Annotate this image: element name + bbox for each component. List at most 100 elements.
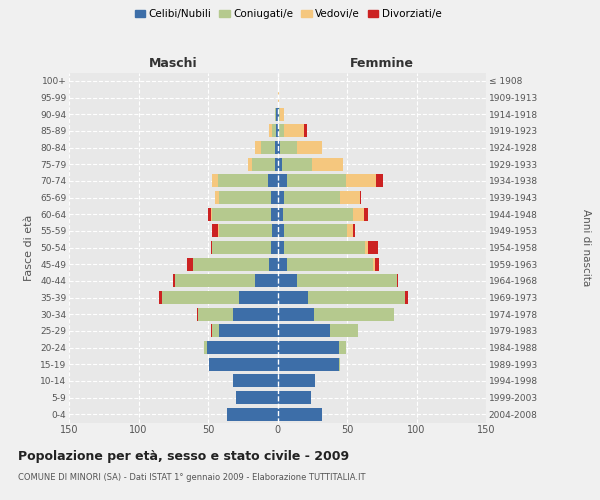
Bar xyxy=(277,374,315,388)
Bar xyxy=(277,308,314,320)
Text: COMUNE DI MINORI (SA) - Dati ISTAT 1° gennaio 2009 - Elaborazione TUTTITALIA.IT: COMUNE DI MINORI (SA) - Dati ISTAT 1° ge… xyxy=(18,472,365,482)
Bar xyxy=(277,208,283,220)
Bar xyxy=(304,124,307,138)
Bar xyxy=(239,291,277,304)
Bar xyxy=(312,158,343,170)
Bar xyxy=(397,274,398,287)
Bar xyxy=(277,358,338,370)
Bar xyxy=(375,258,379,270)
Bar xyxy=(212,208,271,220)
Bar xyxy=(340,191,359,204)
Bar xyxy=(279,108,280,120)
Bar xyxy=(353,224,355,237)
Bar xyxy=(287,258,373,270)
Legend: Celibi/Nubili, Coniugati/e, Vedovi/e, Divorziati/e: Celibi/Nubili, Coniugati/e, Vedovi/e, Di… xyxy=(131,5,445,24)
Bar xyxy=(276,124,277,138)
Bar xyxy=(277,224,284,237)
Bar xyxy=(277,241,284,254)
Bar xyxy=(219,224,272,237)
Bar xyxy=(365,241,368,254)
Bar xyxy=(268,174,277,188)
Bar xyxy=(280,141,297,154)
Bar xyxy=(204,341,206,354)
Bar xyxy=(193,258,269,270)
Bar xyxy=(283,208,353,220)
Text: Femmine: Femmine xyxy=(350,57,414,70)
Bar xyxy=(269,124,272,138)
Bar xyxy=(277,174,287,188)
Bar xyxy=(253,158,275,170)
Bar xyxy=(297,274,397,287)
Bar xyxy=(368,241,377,254)
Bar xyxy=(364,208,368,220)
Bar xyxy=(255,141,261,154)
Bar xyxy=(277,141,280,154)
Bar xyxy=(308,291,406,304)
Bar xyxy=(187,258,193,270)
Bar xyxy=(272,224,277,237)
Bar xyxy=(198,308,233,320)
Bar xyxy=(236,391,277,404)
Bar xyxy=(162,291,239,304)
Bar xyxy=(275,141,277,154)
Bar xyxy=(219,191,271,204)
Text: Popolazione per età, sesso e stato civile - 2009: Popolazione per età, sesso e stato civil… xyxy=(18,450,349,463)
Bar xyxy=(277,341,338,354)
Bar xyxy=(209,358,277,370)
Bar xyxy=(212,174,218,188)
Bar xyxy=(280,108,284,120)
Bar xyxy=(271,208,277,220)
Bar xyxy=(331,324,358,338)
Bar xyxy=(248,158,253,170)
Bar xyxy=(277,391,311,404)
Bar xyxy=(314,308,394,320)
Bar xyxy=(338,358,340,370)
Bar xyxy=(297,141,322,154)
Bar xyxy=(279,124,284,138)
Bar xyxy=(215,191,219,204)
Bar xyxy=(218,174,268,188)
Bar xyxy=(277,124,279,138)
Bar xyxy=(211,241,212,254)
Bar xyxy=(277,108,279,120)
Bar xyxy=(359,191,361,204)
Bar xyxy=(406,291,408,304)
Bar xyxy=(212,241,271,254)
Bar xyxy=(281,158,312,170)
Bar xyxy=(347,224,353,237)
Bar xyxy=(284,241,365,254)
Bar xyxy=(373,258,375,270)
Bar xyxy=(277,158,281,170)
Bar xyxy=(212,324,219,338)
Bar xyxy=(173,274,175,287)
Bar xyxy=(271,191,277,204)
Bar xyxy=(219,324,277,338)
Y-axis label: Fasce di età: Fasce di età xyxy=(25,214,34,280)
Bar xyxy=(208,208,211,220)
Bar xyxy=(277,91,279,104)
Bar xyxy=(338,341,346,354)
Bar xyxy=(261,141,275,154)
Bar xyxy=(206,341,277,354)
Bar xyxy=(277,291,308,304)
Bar xyxy=(211,208,212,220)
Bar xyxy=(277,408,322,420)
Bar xyxy=(272,124,276,138)
Bar xyxy=(277,274,297,287)
Bar xyxy=(233,374,277,388)
Bar xyxy=(284,124,304,138)
Bar xyxy=(277,258,287,270)
Bar xyxy=(160,291,162,304)
Bar xyxy=(376,174,383,188)
Bar xyxy=(284,224,347,237)
Bar xyxy=(212,224,218,237)
Bar xyxy=(346,174,376,188)
Bar xyxy=(276,108,277,120)
Bar xyxy=(275,158,277,170)
Bar xyxy=(271,241,277,254)
Bar xyxy=(211,324,212,338)
Bar xyxy=(275,108,276,120)
Bar xyxy=(227,408,277,420)
Bar xyxy=(233,308,277,320)
Bar xyxy=(277,324,331,338)
